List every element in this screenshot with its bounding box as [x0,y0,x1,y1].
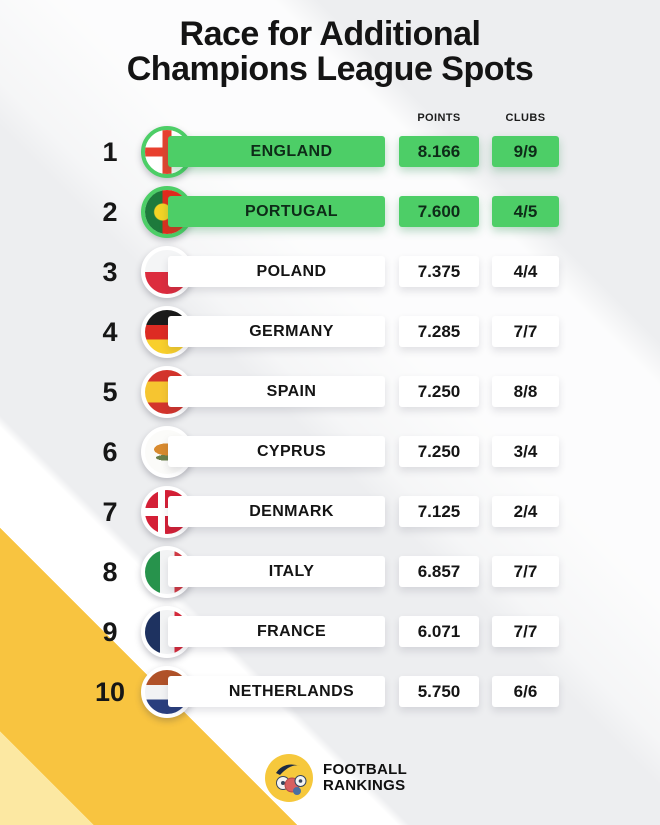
country-name: ENGLAND [250,143,333,160]
rank-number: 6 [102,437,118,467]
clubs-column-header: CLUBS [505,112,546,124]
ranking-row: 9 FRANCE 6.071 7/7 [0,602,660,662]
rank-number: 9 [102,617,118,647]
football-rankings-logo-icon [265,754,313,802]
country-name-bar: GERMANY [168,316,385,347]
clubs-value: 7/7 [492,556,559,587]
points-value: 6.857 [399,556,479,587]
rank-number: 2 [102,197,118,227]
title-line-1: Race for Additional [179,15,481,53]
ranking-row: 10 NETHERLANDS 5.750 6/6 [0,662,660,722]
clubs-value: 8/8 [492,376,559,407]
footer-brand: FOOTBALL RANKINGS [264,753,407,803]
brand-line-2: RANKINGS [323,777,406,794]
brand-line-1: FOOTBALL [323,761,408,778]
rank-number: 8 [102,557,118,587]
rank-number: 1 [102,137,118,167]
points-value: 8.166 [399,136,479,167]
points-value: 7.375 [399,256,479,287]
brand-text: FOOTBALL RANKINGS [323,762,407,794]
country-name: POLAND [256,263,327,280]
points-value: 7.285 [399,316,479,347]
germany-flag-icon [141,306,193,358]
points-value: 7.250 [399,376,479,407]
rank-number: 4 [102,317,118,347]
ranking-row: 5 SPAIN 7.250 8/8 [0,362,660,422]
points-value: 7.600 [399,196,479,227]
england-flag-icon [141,126,193,178]
rank-number: 5 [102,377,118,407]
country-name: PORTUGAL [245,203,338,220]
title-line-2: Champions League Spots [126,50,534,88]
clubs-value: 9/9 [492,136,559,167]
rank-number: 10 [94,677,126,707]
ranking-row: 6 CYPRUS 7.250 3/4 [0,422,660,482]
ranking-row: 4 GERMANY 7.285 7/7 [0,302,660,362]
country-name-bar: NETHERLANDS [168,676,385,707]
ranking-row: 8 ITALY 6.857 7/7 [0,542,660,602]
clubs-value: 2/4 [492,496,559,527]
country-name: ITALY [268,563,315,580]
country-name-bar: PORTUGAL [168,196,385,227]
country-name-bar: ENGLAND [168,136,385,167]
ranking-row: 2 PORTUGAL 7.600 4/5 [0,182,660,242]
country-name-bar: SPAIN [168,376,385,407]
country-name: SPAIN [266,383,317,400]
page-title: Race for Additional Champions League Spo… [0,17,660,87]
clubs-value: 3/4 [492,436,559,467]
points-value: 7.250 [399,436,479,467]
ranking-row: 1 ENGLAND 8.166 9/9 [0,122,660,182]
country-name-bar: ITALY [168,556,385,587]
rank-number: 3 [102,257,118,287]
points-value: 6.071 [399,616,479,647]
points-value: 7.125 [399,496,479,527]
ranking-row: 7 DENMARK 7.125 2/4 [0,482,660,542]
clubs-value: 4/5 [492,196,559,227]
country-name-bar: DENMARK [168,496,385,527]
ranking-row: 3 POLAND 7.375 4/4 [0,242,660,302]
country-name-bar: CYPRUS [168,436,385,467]
points-column-header: POINTS [417,112,461,124]
clubs-value: 7/7 [492,616,559,647]
clubs-value: 6/6 [492,676,559,707]
country-name: GERMANY [249,323,334,340]
clubs-value: 7/7 [492,316,559,347]
country-name: CYPRUS [256,443,327,460]
country-name: NETHERLANDS [228,683,355,700]
country-name-bar: POLAND [168,256,385,287]
country-name: FRANCE [256,623,327,640]
rank-number: 7 [102,497,118,527]
clubs-value: 4/4 [492,256,559,287]
points-value: 5.750 [399,676,479,707]
country-name: DENMARK [249,503,334,520]
country-name-bar: FRANCE [168,616,385,647]
